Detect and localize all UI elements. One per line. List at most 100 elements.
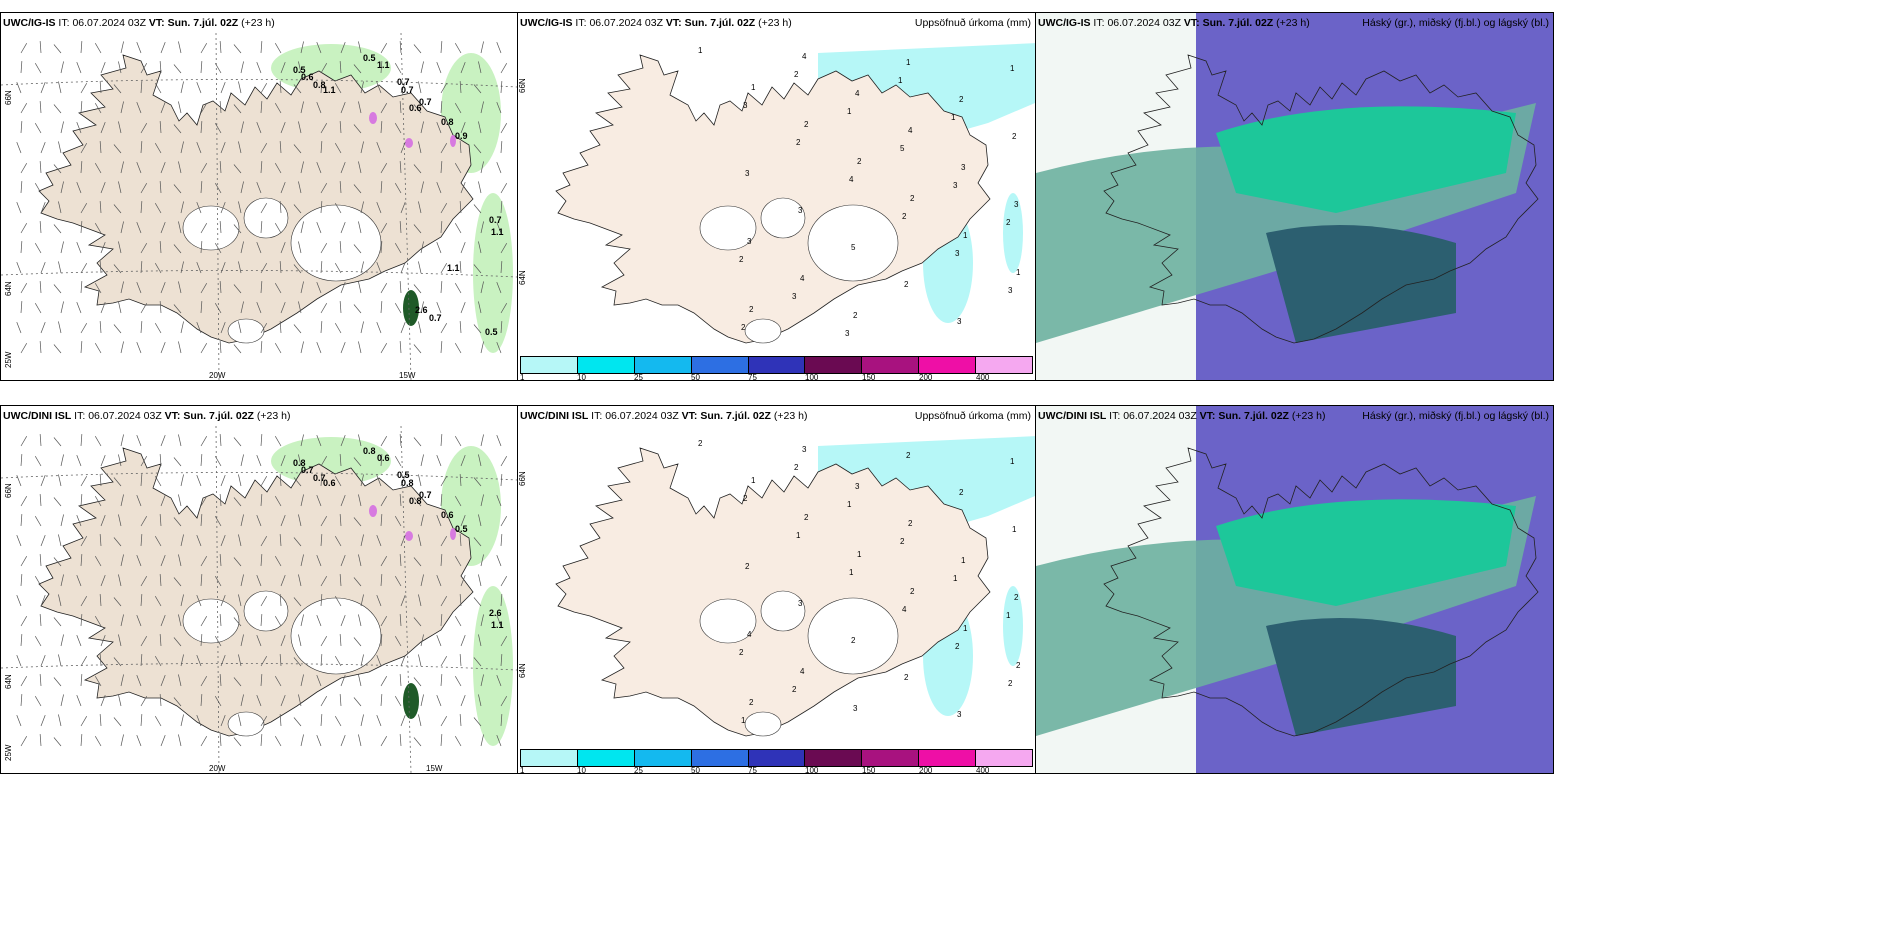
wind-barb bbox=[196, 321, 202, 334]
wind-barb bbox=[154, 202, 162, 214]
wind-barb bbox=[100, 454, 106, 467]
wind-barb bbox=[233, 344, 242, 354]
wind-barb bbox=[274, 342, 282, 354]
precip-value-label: 2 bbox=[910, 587, 915, 596]
wind-barb bbox=[358, 554, 362, 567]
wind-value-label: 0.5 bbox=[363, 53, 376, 63]
wind-barb bbox=[80, 475, 88, 487]
wind-barb bbox=[136, 281, 142, 294]
wind-value-label: 0.7 bbox=[301, 465, 314, 475]
wind-barb bbox=[60, 694, 64, 707]
wind-barb bbox=[240, 514, 244, 527]
wind-barb bbox=[460, 514, 466, 527]
precip-value-label: 3 bbox=[1008, 286, 1013, 295]
wind-value-label: 0.7 bbox=[419, 490, 432, 500]
wind-barb bbox=[94, 435, 102, 447]
wind-barb bbox=[320, 122, 328, 134]
colorbar-swatch bbox=[634, 357, 692, 373]
wind-barb bbox=[320, 594, 323, 607]
glacier bbox=[744, 711, 782, 737]
wind-barb bbox=[496, 281, 502, 294]
wind-barb bbox=[80, 341, 83, 354]
wind-barb bbox=[440, 221, 443, 234]
precip-value-label: 3 bbox=[792, 292, 797, 301]
wind-barb bbox=[436, 514, 442, 527]
wind-barb bbox=[196, 141, 202, 154]
wind-barb bbox=[260, 494, 263, 507]
wind-barb bbox=[418, 141, 422, 154]
wind-barb bbox=[178, 161, 182, 174]
wind-barb bbox=[293, 324, 302, 334]
wind-barb bbox=[120, 434, 124, 447]
wind-barb bbox=[460, 454, 466, 467]
wind-barb bbox=[436, 634, 442, 647]
cloud-panel-bottom: UWC/DINI ISL IT: 06.07.2024 03Z VT: Sun.… bbox=[1035, 405, 1554, 774]
wind-barb bbox=[413, 284, 422, 294]
wind-barb bbox=[380, 102, 388, 114]
wind-barb bbox=[53, 44, 62, 54]
wind-barb bbox=[376, 714, 382, 727]
glacier bbox=[760, 590, 806, 632]
wind-barb bbox=[99, 141, 102, 154]
wind-barb bbox=[418, 534, 422, 547]
wind-barb bbox=[34, 635, 42, 647]
wind-barb bbox=[34, 242, 42, 254]
wind-barb bbox=[496, 221, 502, 234]
wind-barb bbox=[233, 284, 242, 294]
colorbar-swatch bbox=[919, 357, 977, 373]
wind-barb bbox=[136, 674, 142, 687]
wind-barb bbox=[260, 535, 268, 547]
precip-value-label: 2 bbox=[804, 120, 809, 129]
glacier bbox=[227, 711, 265, 737]
precip-value-label: 2 bbox=[796, 138, 801, 147]
wind-barb bbox=[154, 655, 162, 667]
wind-barb bbox=[120, 281, 124, 294]
wind-barb bbox=[16, 81, 22, 94]
wind-barb bbox=[440, 475, 448, 487]
wind-barb bbox=[219, 161, 222, 174]
wind-barb bbox=[136, 614, 142, 627]
wind-barb bbox=[440, 82, 448, 94]
wind-barb bbox=[440, 262, 448, 274]
wind-barb bbox=[480, 41, 484, 54]
precip-value-label: 2 bbox=[741, 323, 746, 332]
wind-barb bbox=[380, 555, 388, 567]
wind-barb bbox=[440, 202, 448, 214]
glacier bbox=[760, 197, 806, 239]
precip-value-label: 1 bbox=[698, 46, 703, 55]
wind-barb bbox=[316, 281, 322, 294]
wind-barb bbox=[16, 201, 22, 214]
wind-barb bbox=[20, 694, 23, 707]
wind-barb bbox=[274, 555, 282, 567]
wind-barb bbox=[460, 301, 466, 314]
wind-panel-top: UWC/IG-IS IT: 06.07.2024 03Z VT: Sun. 7.… bbox=[0, 12, 518, 381]
wind-map-svg: 0.50.60.81.10.51.10.70.70.60.70.80.90.71… bbox=[1, 32, 517, 380]
wind-value-label: 1.1 bbox=[491, 227, 504, 237]
wind-barb bbox=[39, 734, 42, 747]
wind-barb bbox=[334, 202, 342, 214]
wind-barb bbox=[353, 64, 362, 74]
wind-barb bbox=[400, 201, 406, 214]
wind-barb bbox=[200, 102, 208, 114]
wind-barb bbox=[418, 654, 422, 667]
wind-barb bbox=[496, 101, 502, 114]
wind-barb bbox=[80, 715, 88, 727]
wind-barb bbox=[40, 594, 46, 607]
wind-barb bbox=[154, 535, 162, 547]
wind-value-label: 0.8 bbox=[441, 117, 454, 127]
wind-barb bbox=[113, 204, 122, 214]
wind-barb bbox=[40, 261, 46, 274]
precip-value-label: 2 bbox=[959, 95, 964, 104]
wind-barb bbox=[256, 454, 262, 467]
wind-barb bbox=[100, 634, 106, 647]
wind-barb bbox=[340, 341, 346, 354]
wind-barb bbox=[400, 534, 406, 547]
wind-barb bbox=[99, 474, 102, 487]
wind-barb bbox=[279, 714, 282, 727]
wind-barb bbox=[500, 81, 503, 94]
precip-dark-patch bbox=[403, 290, 419, 326]
wind-barb bbox=[399, 101, 402, 114]
wind-barb bbox=[420, 574, 424, 587]
wind-barb bbox=[256, 574, 262, 587]
wind-barb bbox=[358, 674, 362, 687]
